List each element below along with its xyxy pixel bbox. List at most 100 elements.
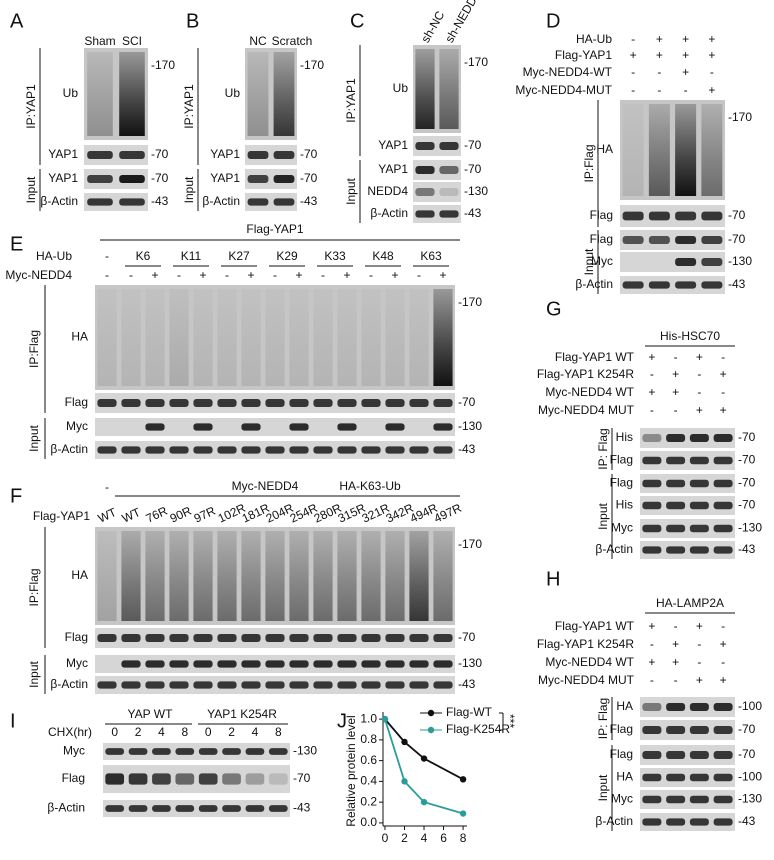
label: -43: [464, 206, 482, 220]
band: [97, 446, 117, 454]
label: -: [710, 65, 714, 79]
label: -: [225, 268, 229, 282]
band: [169, 634, 189, 642]
label: A: [10, 10, 24, 32]
band: [666, 751, 686, 759]
band: [433, 660, 453, 668]
label: -43: [738, 542, 756, 556]
band: [713, 795, 733, 804]
smear: [121, 531, 141, 621]
smear: [648, 104, 670, 196]
blot: [620, 252, 725, 272]
band: [648, 236, 670, 244]
band: [642, 479, 662, 488]
smear: [409, 289, 429, 386]
band: [247, 198, 269, 206]
blot: [640, 697, 735, 717]
label: 0.2: [360, 794, 377, 808]
blot: [245, 193, 297, 211]
band: [675, 258, 697, 266]
label: ***: [503, 714, 517, 728]
label: sh-NEDD4: [442, 0, 483, 45]
band: [245, 748, 265, 755]
point: [381, 715, 389, 723]
smear: [337, 289, 357, 386]
band: [121, 681, 141, 689]
label: +: [151, 268, 158, 282]
band: [385, 634, 405, 642]
label: Flag: [65, 630, 88, 644]
band: [689, 726, 709, 734]
band: [361, 681, 381, 689]
smear: [265, 289, 285, 386]
label: -: [684, 83, 688, 97]
label: +: [247, 268, 254, 282]
band: [169, 399, 189, 407]
band: [385, 446, 405, 454]
smear: [313, 289, 333, 386]
label: -: [721, 655, 725, 669]
label: Flag: [590, 208, 613, 222]
band: [152, 748, 171, 755]
band: [241, 634, 261, 642]
band: [222, 773, 241, 785]
label: -: [177, 268, 181, 282]
band: [265, 399, 285, 407]
label: IP:Flag: [27, 568, 41, 606]
band: [273, 175, 295, 183]
label: -: [369, 268, 373, 282]
label: β-Actin: [47, 801, 85, 815]
smear: [97, 289, 117, 386]
label: -: [674, 673, 678, 687]
band: [385, 399, 405, 407]
band: [666, 524, 686, 533]
label: HA-LAMP2A: [656, 596, 724, 610]
band: [105, 805, 125, 812]
label: C: [350, 10, 364, 32]
label: IP:YAP1: [344, 78, 358, 123]
smear: [289, 531, 309, 621]
label: -43: [300, 194, 318, 208]
label: WT: [96, 505, 119, 526]
label: +: [696, 403, 703, 417]
label: +: [656, 48, 663, 62]
label: -70: [300, 171, 318, 185]
label: HA: [71, 568, 88, 582]
label: -70: [464, 162, 482, 176]
band: [689, 434, 709, 442]
label: -70: [464, 138, 482, 152]
label: +: [708, 32, 715, 46]
smear: [385, 531, 405, 621]
smear: [265, 531, 285, 621]
label: Flag: [65, 395, 88, 409]
band: [361, 634, 381, 642]
label: Flag-YAP1 K254R: [537, 637, 634, 651]
band: [265, 446, 285, 454]
blot: [640, 496, 735, 515]
label: 0.6: [360, 753, 377, 767]
label: Myc-NEDD4: [5, 268, 72, 282]
band: [87, 175, 113, 183]
band: [666, 795, 686, 804]
blot: [245, 169, 297, 189]
band: [675, 211, 697, 221]
blot: [620, 230, 725, 250]
label: -: [721, 619, 725, 633]
smear: [439, 49, 459, 129]
label: NEDD4: [367, 184, 408, 198]
band: [121, 634, 141, 642]
label: 0.0: [360, 815, 377, 829]
blot: [640, 519, 735, 538]
band: [87, 198, 113, 206]
band: [666, 501, 686, 510]
label: β-Actin: [595, 814, 633, 828]
blot: [103, 743, 290, 760]
label: -170: [728, 110, 752, 124]
band: [689, 795, 709, 804]
label: -: [105, 268, 109, 282]
label: -: [105, 480, 109, 494]
label: D: [546, 10, 560, 32]
band: [169, 660, 189, 668]
label: -: [657, 65, 661, 79]
